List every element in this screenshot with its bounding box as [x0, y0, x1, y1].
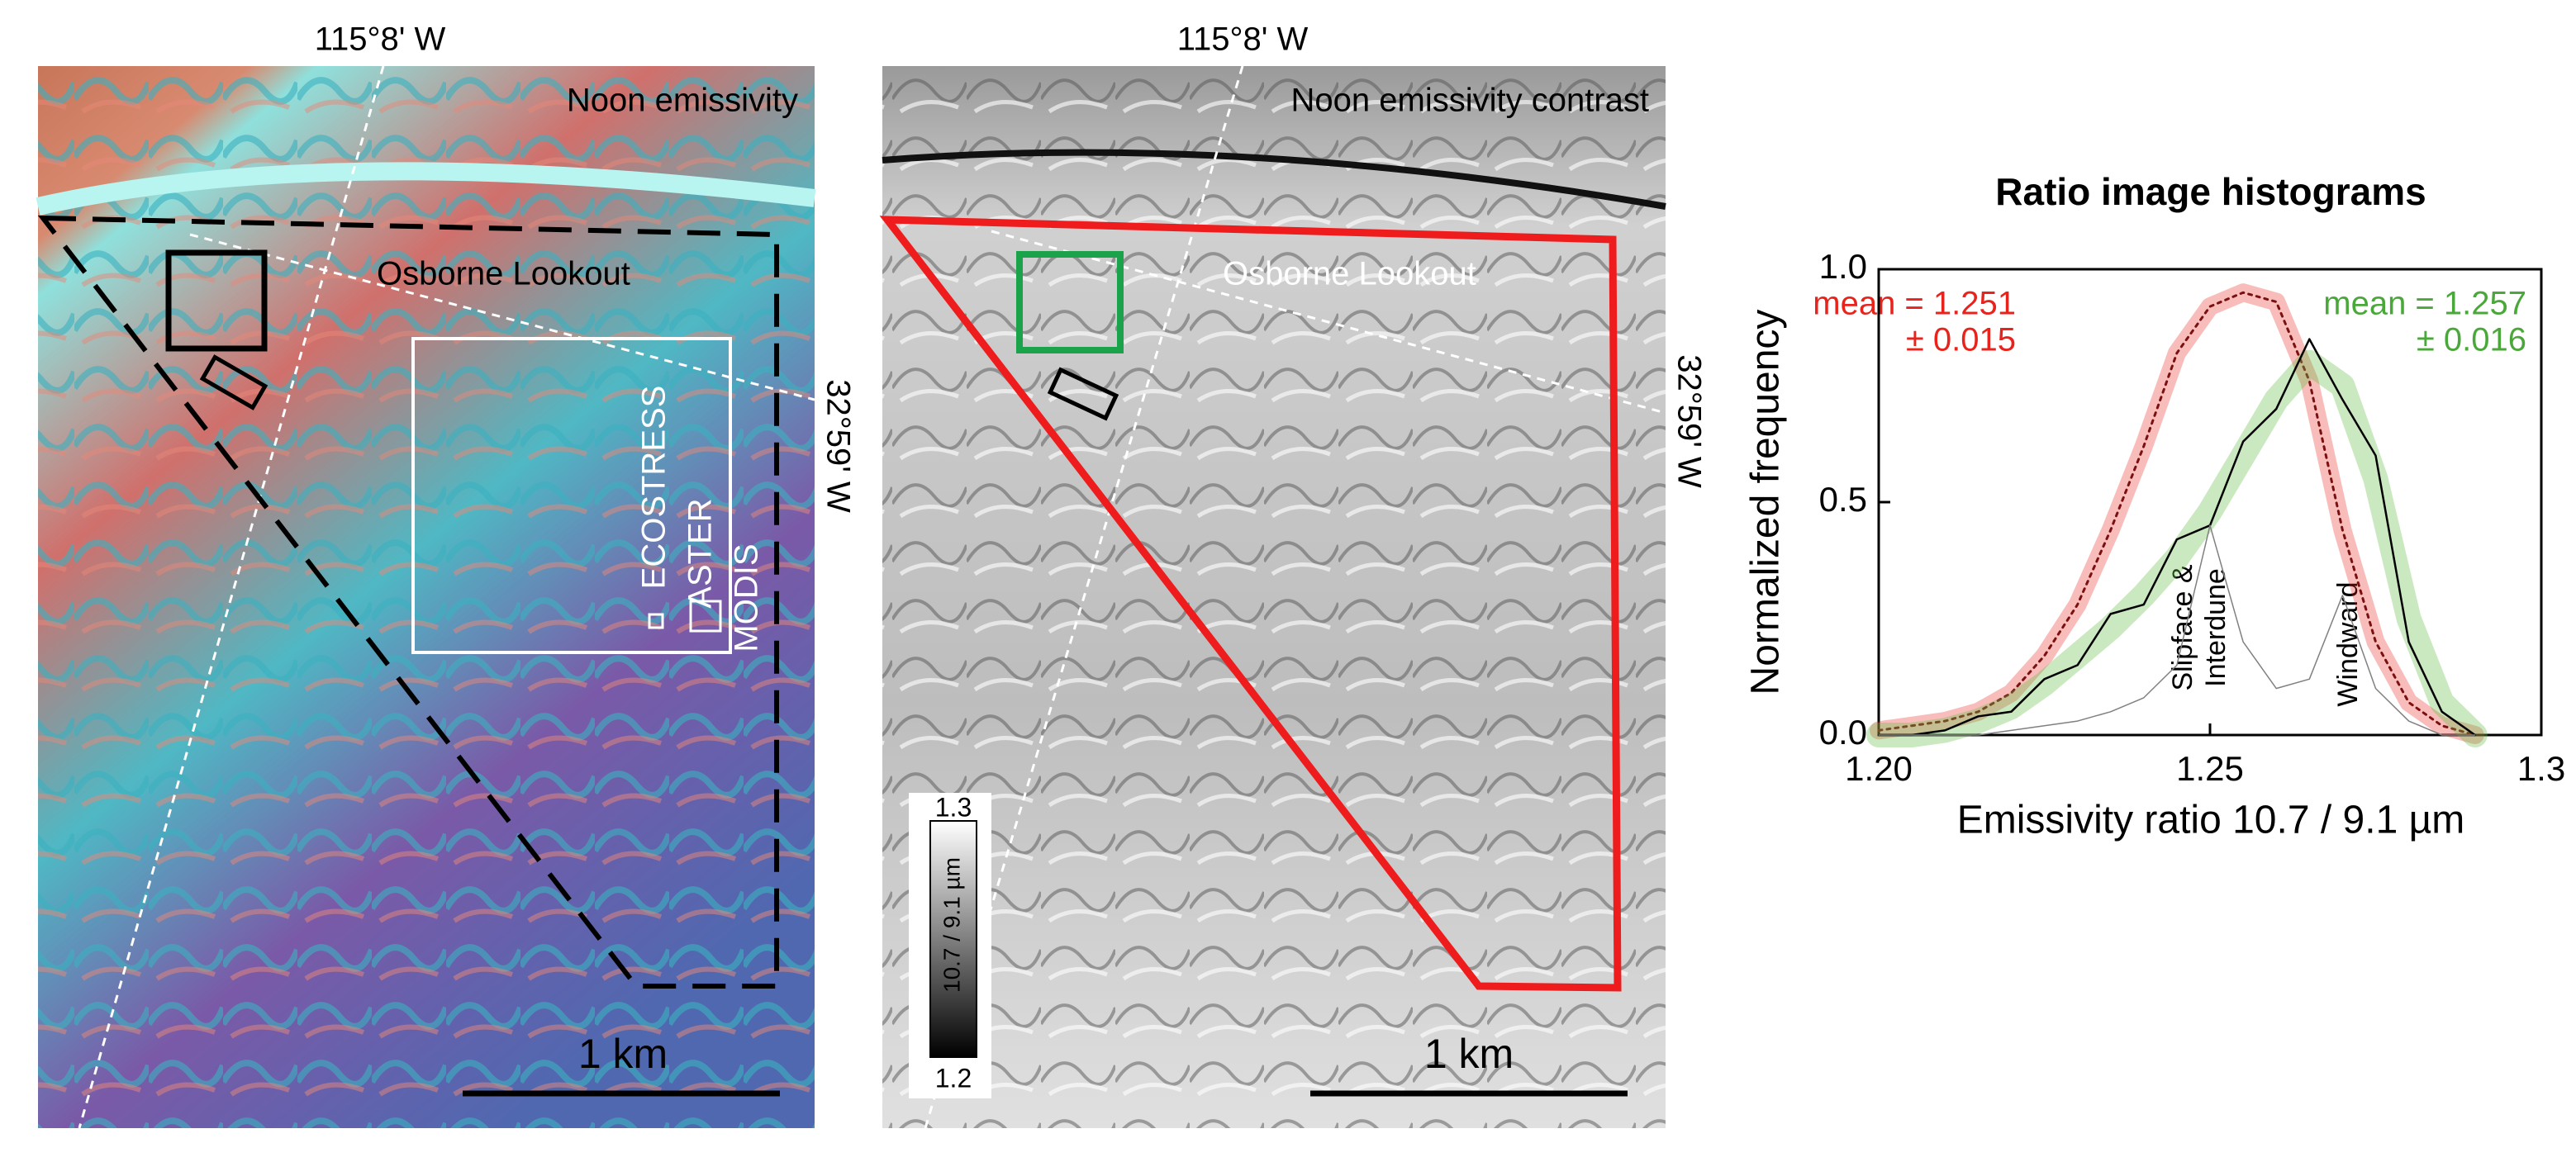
longitude-label: 115°8' W — [315, 21, 446, 58]
latitude-label: 32°59' W — [820, 379, 856, 513]
annotation: ± 0.015 — [1906, 322, 2016, 358]
place-label: Osborne Lookout — [1223, 256, 1476, 292]
longitude-label: 115°8' W — [1177, 21, 1309, 58]
colorbar-min: 1.2 — [935, 1063, 972, 1093]
footprint-label: MODIS — [729, 543, 765, 652]
footprint-label: ASTER — [682, 498, 719, 608]
y-tick-label: 0.0 — [1819, 713, 1867, 752]
annotation: ± 0.016 — [2417, 322, 2526, 358]
y-tick-label: 1.0 — [1819, 247, 1867, 286]
colorbar-label: 10.7 / 9.1 µm — [939, 857, 964, 993]
annotation: mean = 1.257 — [2323, 286, 2526, 322]
histogram-chart: Ratio image histograms Emissivity ratio … — [1744, 170, 2566, 842]
annotation: mean = 1.251 — [1813, 286, 2016, 322]
y-axis-label: Normalized frequency — [1744, 310, 1788, 695]
annotation: Windward — [2332, 581, 2364, 706]
latitude-label: 32°59' W — [1671, 354, 1707, 488]
annotation: Interdune — [2200, 568, 2231, 687]
scale-label: 1 km — [1424, 1031, 1514, 1077]
x-tick-label: 1.20 — [1845, 749, 1913, 788]
histogram-line — [1877, 291, 2477, 737]
annotation: Slipface & — [2167, 564, 2198, 690]
histogram-line — [1878, 524, 2476, 736]
histogram-line — [1877, 338, 2477, 737]
x-axis-label: Emissivity ratio 10.7 / 9.1 µm — [1957, 799, 2465, 842]
y-tick-label: 0.5 — [1819, 480, 1867, 519]
place-label: Osborne Lookout — [377, 256, 630, 292]
emissivity-map: Noon emissivity 115°8' W Osborne Lookout… — [36, 21, 856, 1129]
contrast-map: Noon emissivity contrast 115°8' W Osborn… — [879, 21, 1707, 1129]
x-tick-label: 1.25 — [2176, 749, 2244, 788]
chart-title: Ratio image histograms — [1995, 170, 2426, 213]
scale-label: 1 km — [578, 1031, 668, 1077]
panel-title: Noon emissivity — [567, 83, 798, 119]
footprint-label: ECOSTRESS — [636, 386, 673, 590]
histogram-line — [1866, 349, 2488, 747]
colorbar-max: 1.3 — [935, 792, 972, 822]
x-tick-label: 1.3 — [2517, 749, 2565, 788]
panel-title: Noon emissivity contrast — [1291, 83, 1649, 119]
